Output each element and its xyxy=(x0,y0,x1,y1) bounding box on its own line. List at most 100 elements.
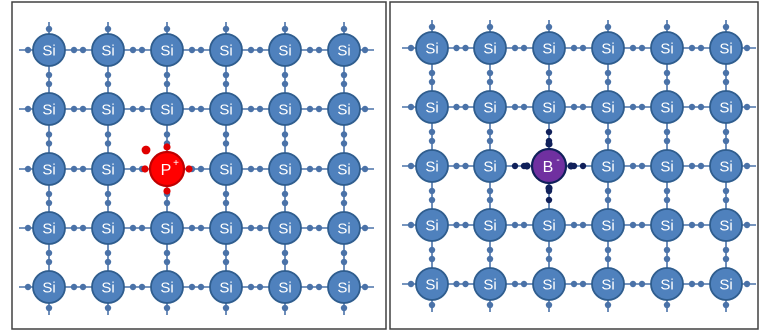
bond-electron xyxy=(571,45,577,51)
bond-electron xyxy=(723,197,729,203)
silicon-label: Si xyxy=(660,159,673,176)
bond-electron xyxy=(521,281,527,287)
bond-electron xyxy=(164,131,170,137)
boron-doped-lattice-panel: Si Si Si Si Si Si Si Si Si Si Si Si Si Si B - Si Si Si Si Si… xyxy=(389,0,760,334)
silicon-label: Si xyxy=(660,41,673,58)
bond-electron xyxy=(580,222,586,228)
bond-electron xyxy=(282,191,288,197)
bond-electron xyxy=(723,247,729,253)
boron-electron xyxy=(523,162,530,169)
bond-electron xyxy=(664,24,670,30)
bond-electron xyxy=(664,138,670,144)
bond-electron xyxy=(698,222,704,228)
bond-electron xyxy=(341,26,347,32)
bond-electron xyxy=(664,197,670,203)
bond-electron xyxy=(282,81,288,87)
silicon-label: Si xyxy=(101,162,114,179)
bond-electron xyxy=(546,197,552,203)
bond-electron xyxy=(639,222,645,228)
bond-electron xyxy=(462,222,468,228)
silicon-label: Si xyxy=(219,102,232,119)
silicon-label: Si xyxy=(483,277,496,294)
bond-electron xyxy=(105,131,111,137)
bond-electron xyxy=(689,104,695,110)
bond-electron xyxy=(487,129,493,135)
bond-electron xyxy=(698,104,704,110)
bond-electron xyxy=(664,129,670,135)
bond-electron xyxy=(689,281,695,287)
silicon-label: Si xyxy=(601,41,614,58)
bond-electron xyxy=(46,250,52,256)
bond-electron xyxy=(689,163,695,169)
bond-electron xyxy=(512,45,518,51)
silicon-label: Si xyxy=(219,162,232,179)
bond-electron xyxy=(744,222,750,228)
bond-electron xyxy=(71,225,77,231)
bond-electron xyxy=(664,188,670,194)
bond-electron xyxy=(71,47,77,53)
silicon-label: Si xyxy=(219,43,232,60)
bond-electron xyxy=(198,284,204,290)
bond-electron xyxy=(164,200,170,206)
bond-electron xyxy=(408,222,414,228)
bond-electron xyxy=(71,166,77,172)
silicon-label: Si xyxy=(160,280,173,297)
bond-electron xyxy=(723,188,729,194)
bond-electron xyxy=(105,81,111,87)
bond-electron xyxy=(25,106,31,112)
bond-electron xyxy=(164,72,170,78)
bond-electron xyxy=(341,200,347,206)
bond-electron xyxy=(487,256,493,262)
bond-electron xyxy=(198,106,204,112)
bond-electron xyxy=(223,26,229,32)
bond-electron xyxy=(698,281,704,287)
bond-electron xyxy=(248,166,254,172)
bond-electron xyxy=(316,47,322,53)
bond-electron xyxy=(71,284,77,290)
bond-electron xyxy=(546,247,552,253)
bond-electron xyxy=(316,225,322,231)
bond-electron xyxy=(80,47,86,53)
bond-electron xyxy=(282,250,288,256)
bond-electron xyxy=(223,250,229,256)
silicon-label: Si xyxy=(719,277,732,294)
silicon-label: Si xyxy=(160,221,173,238)
phosphorus-doped-lattice-panel: Si Si Si Si Si Si Si Si Si Si Si Si Si Si P + Si Si Si Si Si… xyxy=(0,0,389,334)
bond-electron xyxy=(257,106,263,112)
bond-electron xyxy=(307,284,313,290)
bond-electron xyxy=(257,166,263,172)
silicon-label: Si xyxy=(101,102,114,119)
silicon-label: Si xyxy=(542,100,555,117)
bond-electron xyxy=(307,106,313,112)
bond-electron xyxy=(341,250,347,256)
bond-electron xyxy=(139,106,145,112)
bond-electron xyxy=(429,138,435,144)
bond-electron xyxy=(223,305,229,311)
bond-electron xyxy=(487,188,493,194)
bond-electron xyxy=(429,24,435,30)
silicon-label: Si xyxy=(42,162,55,179)
silicon-label: Si xyxy=(660,100,673,117)
bond-electron xyxy=(723,79,729,85)
silicon-label: Si xyxy=(42,102,55,119)
bond-electron xyxy=(198,225,204,231)
bond-electron xyxy=(130,166,136,172)
silicon-label: Si xyxy=(601,159,614,176)
bond-electron xyxy=(429,79,435,85)
bond-electron xyxy=(164,250,170,256)
bond-electron xyxy=(189,106,195,112)
bond-electron xyxy=(664,247,670,253)
bond-electron xyxy=(744,104,750,110)
bond-electron xyxy=(429,302,435,308)
bond-electron xyxy=(362,47,368,53)
bond-electron xyxy=(164,259,170,265)
bond-electron xyxy=(307,166,313,172)
bond-electron xyxy=(105,305,111,311)
bond-electron xyxy=(605,70,611,76)
bond-electron xyxy=(512,281,518,287)
bond-electron xyxy=(487,302,493,308)
bond-electron xyxy=(46,81,52,87)
bond-electron xyxy=(487,138,493,144)
bond-electron xyxy=(46,191,52,197)
bond-electron xyxy=(487,247,493,253)
